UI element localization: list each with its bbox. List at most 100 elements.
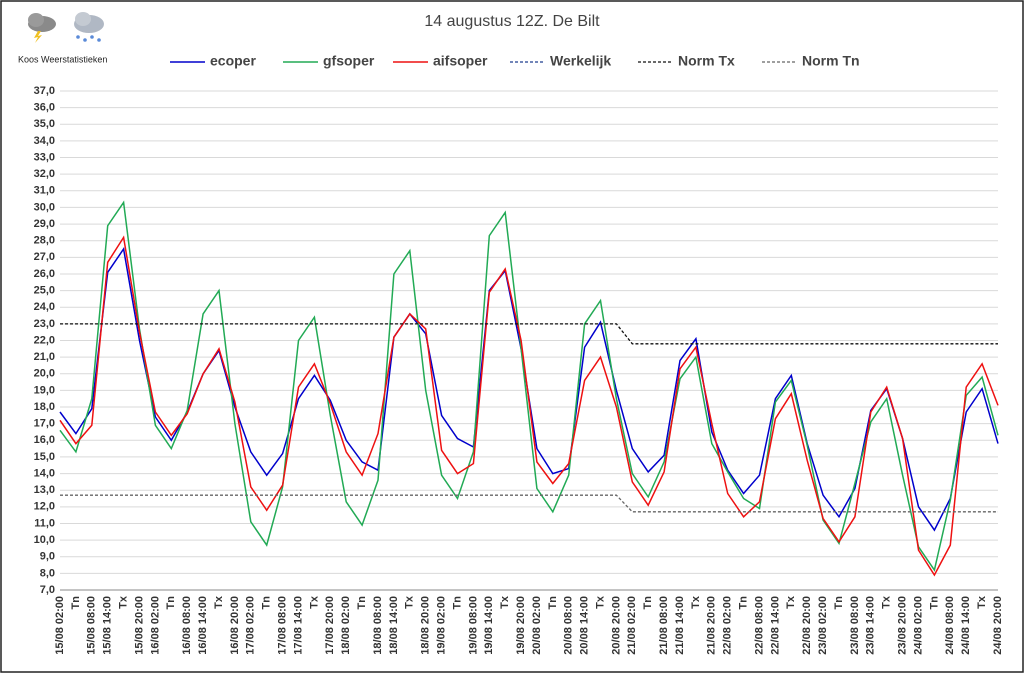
y-tick-label: 14,0 (34, 467, 55, 479)
legend-label: Norm Tx (678, 53, 735, 69)
x-tick-label: 15/08 20:00 (133, 596, 145, 655)
x-tick-label: 19/08 08:00 (467, 596, 479, 655)
x-tick-label: Tn (70, 596, 82, 610)
x-tick-label: Tx (117, 595, 129, 609)
y-tick-label: 18,0 (34, 401, 55, 413)
legend-label: Norm Tn (802, 53, 860, 69)
y-tick-label: 35,0 (34, 118, 55, 130)
x-tick-label: 21/08 14:00 (674, 596, 686, 655)
x-tick-label: 17/08 20:00 (324, 596, 336, 655)
x-tick-label: 20/08 20:00 (610, 596, 622, 655)
y-tick-label: 36,0 (34, 102, 55, 114)
series-line (60, 323, 998, 345)
x-tick-label: 16/08 02:00 (149, 596, 161, 655)
y-tick-label: 34,0 (34, 135, 55, 147)
y-tick-label: 29,0 (34, 218, 55, 230)
x-tick-label: 17/08 08:00 (276, 596, 288, 655)
y-tick-label: 30,0 (34, 201, 55, 213)
y-tick-label: 25,0 (34, 285, 55, 297)
x-tick-label: 20/08 02:00 (531, 596, 543, 655)
y-tick-label: 27,0 (34, 251, 55, 263)
x-tick-label: 23/08 14:00 (865, 596, 877, 655)
x-tick-label: Tn (547, 596, 559, 610)
y-tick-label: 9,0 (40, 551, 55, 563)
x-tick-label: 23/08 08:00 (849, 596, 861, 655)
x-tick-label: 17/08 02:00 (245, 596, 257, 655)
y-tick-label: 15,0 (34, 451, 55, 463)
x-tick-label: 22/08 02:00 (722, 596, 734, 655)
x-tick-label: 18/08 08:00 (372, 596, 384, 655)
y-tick-label: 8,0 (40, 567, 55, 579)
x-tick-label: Tn (738, 596, 750, 610)
x-tick-label: 16/08 14:00 (197, 596, 209, 655)
y-tick-label: 16,0 (34, 434, 55, 446)
x-tick-label: 18/08 02:00 (340, 596, 352, 655)
x-tick-label: 21/08 20:00 (706, 596, 718, 655)
x-tick-label: 21/08 02:00 (626, 596, 638, 655)
y-tick-label: 23,0 (34, 318, 55, 330)
y-tick-label: 11,0 (34, 517, 55, 529)
x-tick-label: Tx (213, 595, 225, 609)
y-tick-label: 20,0 (34, 368, 55, 380)
x-tick-label: 19/08 14:00 (483, 596, 495, 655)
x-tick-label: 16/08 20:00 (229, 596, 241, 655)
x-tick-label: Tx (499, 595, 511, 609)
x-tick-label: Tx (785, 595, 797, 609)
y-tick-label: 13,0 (34, 484, 55, 496)
y-tick-label: 10,0 (34, 534, 55, 546)
x-tick-label: Tx (976, 595, 988, 609)
y-tick-label: 19,0 (34, 384, 55, 396)
x-tick-label: 22/08 08:00 (753, 596, 765, 655)
y-tick-label: 22,0 (34, 334, 55, 346)
x-tick-label: 20/08 08:00 (563, 596, 575, 655)
x-tick-label: Tx (594, 595, 606, 609)
brand: Koos Weerstatistieken (18, 54, 107, 64)
legend-label: gfsoper (323, 53, 375, 69)
x-tick-label: 18/08 14:00 (388, 596, 400, 655)
x-tick-label: 23/08 20:00 (897, 596, 909, 655)
y-tick-label: 33,0 (34, 151, 55, 163)
y-tick-label: 21,0 (34, 351, 55, 363)
x-tick-label: Tx (881, 595, 893, 609)
y-tick-label: 17,0 (34, 418, 55, 430)
x-tick-label: 18/08 20:00 (420, 596, 432, 655)
y-tick-label: 12,0 (34, 501, 55, 513)
y-tick-label: 31,0 (34, 185, 55, 197)
x-tick-label: Tn (261, 596, 273, 610)
x-tick-label: Tn (165, 596, 177, 610)
x-tick-label: 24/08 02:00 (912, 596, 924, 655)
series-line (60, 494, 998, 513)
y-tick-label: 26,0 (34, 268, 55, 280)
x-tick-label: Tx (308, 595, 320, 609)
x-tick-label: 15/08 02:00 (54, 596, 66, 655)
x-tick-label: Tn (642, 596, 654, 610)
x-tick-label: Tx (690, 595, 702, 609)
y-tick-label: 28,0 (34, 235, 55, 247)
x-tick-label: 16/08 08:00 (181, 596, 193, 655)
x-tick-label: 24/08 20:00 (992, 596, 1004, 655)
x-tick-label: Tx (404, 595, 416, 609)
chart-title: 14 augustus 12Z. De Bilt (424, 13, 600, 30)
x-tick-label: 24/08 14:00 (960, 596, 972, 655)
x-tick-label: 21/08 08:00 (658, 596, 670, 655)
x-tick-label: 20/08 14:00 (579, 596, 591, 655)
y-tick-label: 24,0 (34, 301, 55, 313)
y-tick-label: 37,0 (34, 85, 55, 97)
x-tick-label: Tn (356, 596, 368, 610)
x-tick-label: 19/08 02:00 (435, 596, 447, 655)
series-line (59, 200, 999, 572)
x-tick-label: 22/08 20:00 (801, 596, 813, 655)
x-tick-label: Tn (451, 596, 463, 610)
legend-label: aifsoper (433, 53, 488, 69)
x-tick-label: Tn (928, 596, 940, 610)
x-tick-label: 15/08 14:00 (102, 596, 114, 655)
weather-icons (28, 12, 104, 43)
x-tick-label: 17/08 14:00 (292, 596, 304, 655)
x-tick-label: 24/08 08:00 (944, 596, 956, 655)
x-tick-label: 15/08 08:00 (86, 596, 98, 655)
x-tick-label: 23/08 02:00 (817, 596, 829, 655)
x-tick-label: Tn (833, 596, 845, 610)
x-tick-label: 19/08 20:00 (515, 596, 527, 655)
y-tick-label: 7,0 (40, 584, 55, 596)
